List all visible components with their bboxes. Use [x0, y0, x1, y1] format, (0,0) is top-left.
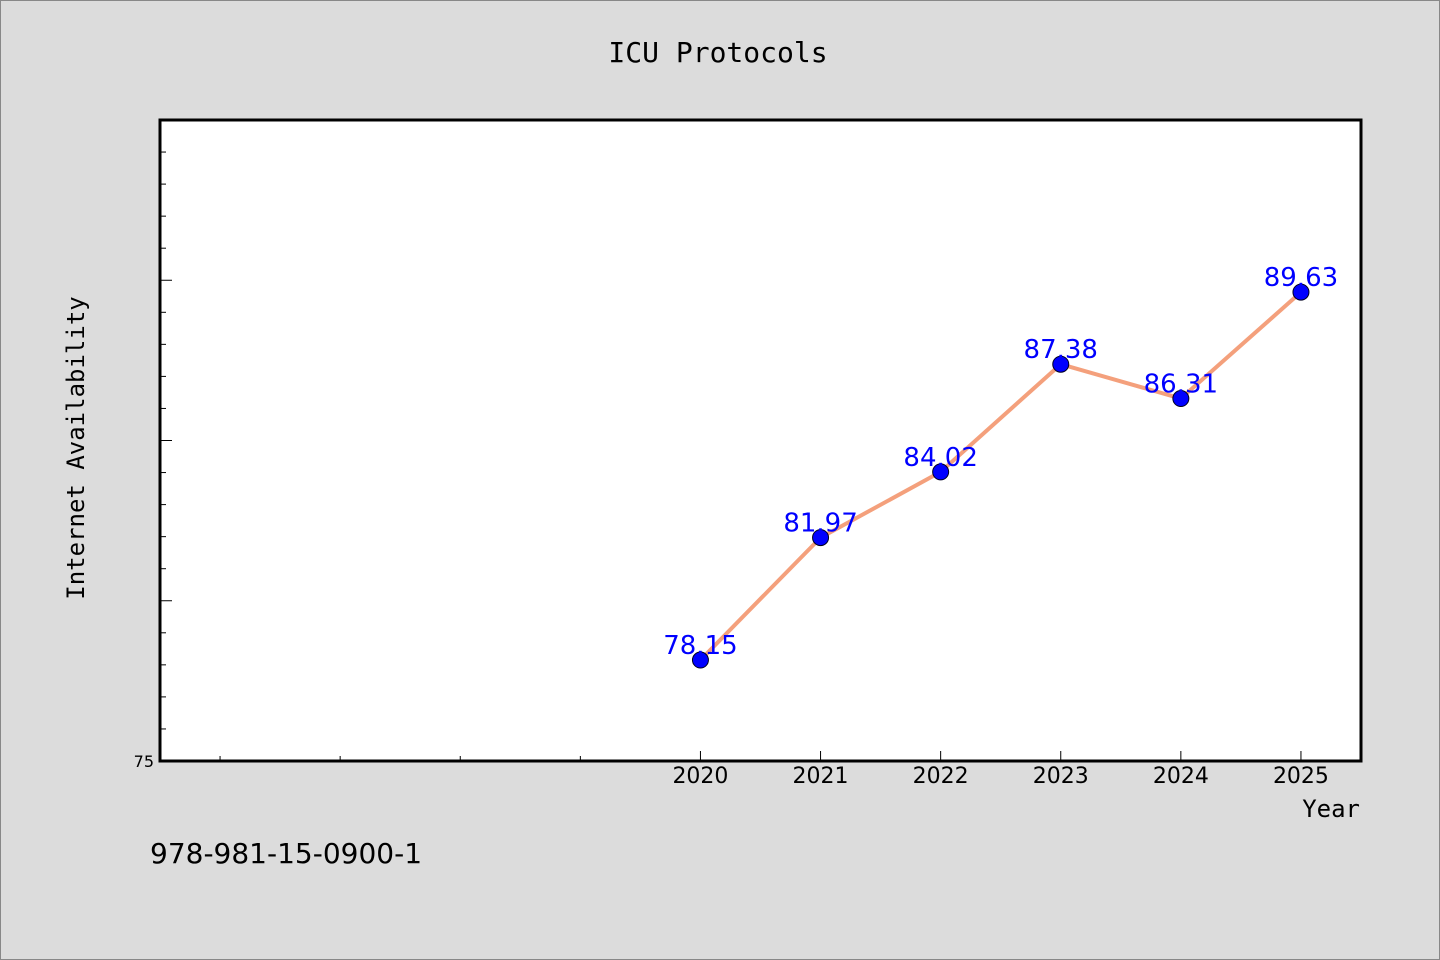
series-line — [699, 290, 1303, 662]
x-tick-label: 2023 — [1033, 764, 1089, 789]
data-label: 89.63 — [1264, 263, 1338, 293]
data-label: 81.97 — [783, 509, 857, 539]
chart-title: ICU Protocols — [608, 36, 827, 69]
data-point — [1052, 355, 1070, 373]
x-tick-label: 2022 — [913, 764, 969, 789]
y-axis-label: Internet Availability — [62, 296, 90, 599]
x-axis-label: Year — [1302, 795, 1360, 823]
plot-area — [158, 118, 1363, 763]
data-label: 78.15 — [663, 631, 737, 661]
x-tick-label: 2021 — [793, 764, 849, 789]
data-point — [812, 529, 830, 547]
series-layer: 78.15 81.97 84.02 87.38 86.31 89.63 — [663, 263, 1338, 669]
footer-isbn: 978-981-15-0900-1 — [150, 837, 422, 870]
x-tick-label: 2024 — [1153, 764, 1209, 789]
data-label: 84.02 — [903, 443, 977, 473]
x-tick-label: 2025 — [1273, 764, 1329, 789]
y-tick-label: 75 — [134, 752, 154, 771]
data-label: 87.38 — [1024, 335, 1098, 365]
y-axis-ticks: 75 — [134, 151, 172, 771]
data-point — [691, 651, 709, 669]
x-axis-ticks: 2020 2021 2022 2023 2024 2025 — [219, 751, 1329, 789]
data-point — [932, 463, 950, 481]
data-label: 86.31 — [1144, 370, 1218, 400]
data-point — [1292, 283, 1310, 301]
data-point — [1172, 390, 1190, 408]
x-tick-label: 2020 — [672, 764, 728, 789]
